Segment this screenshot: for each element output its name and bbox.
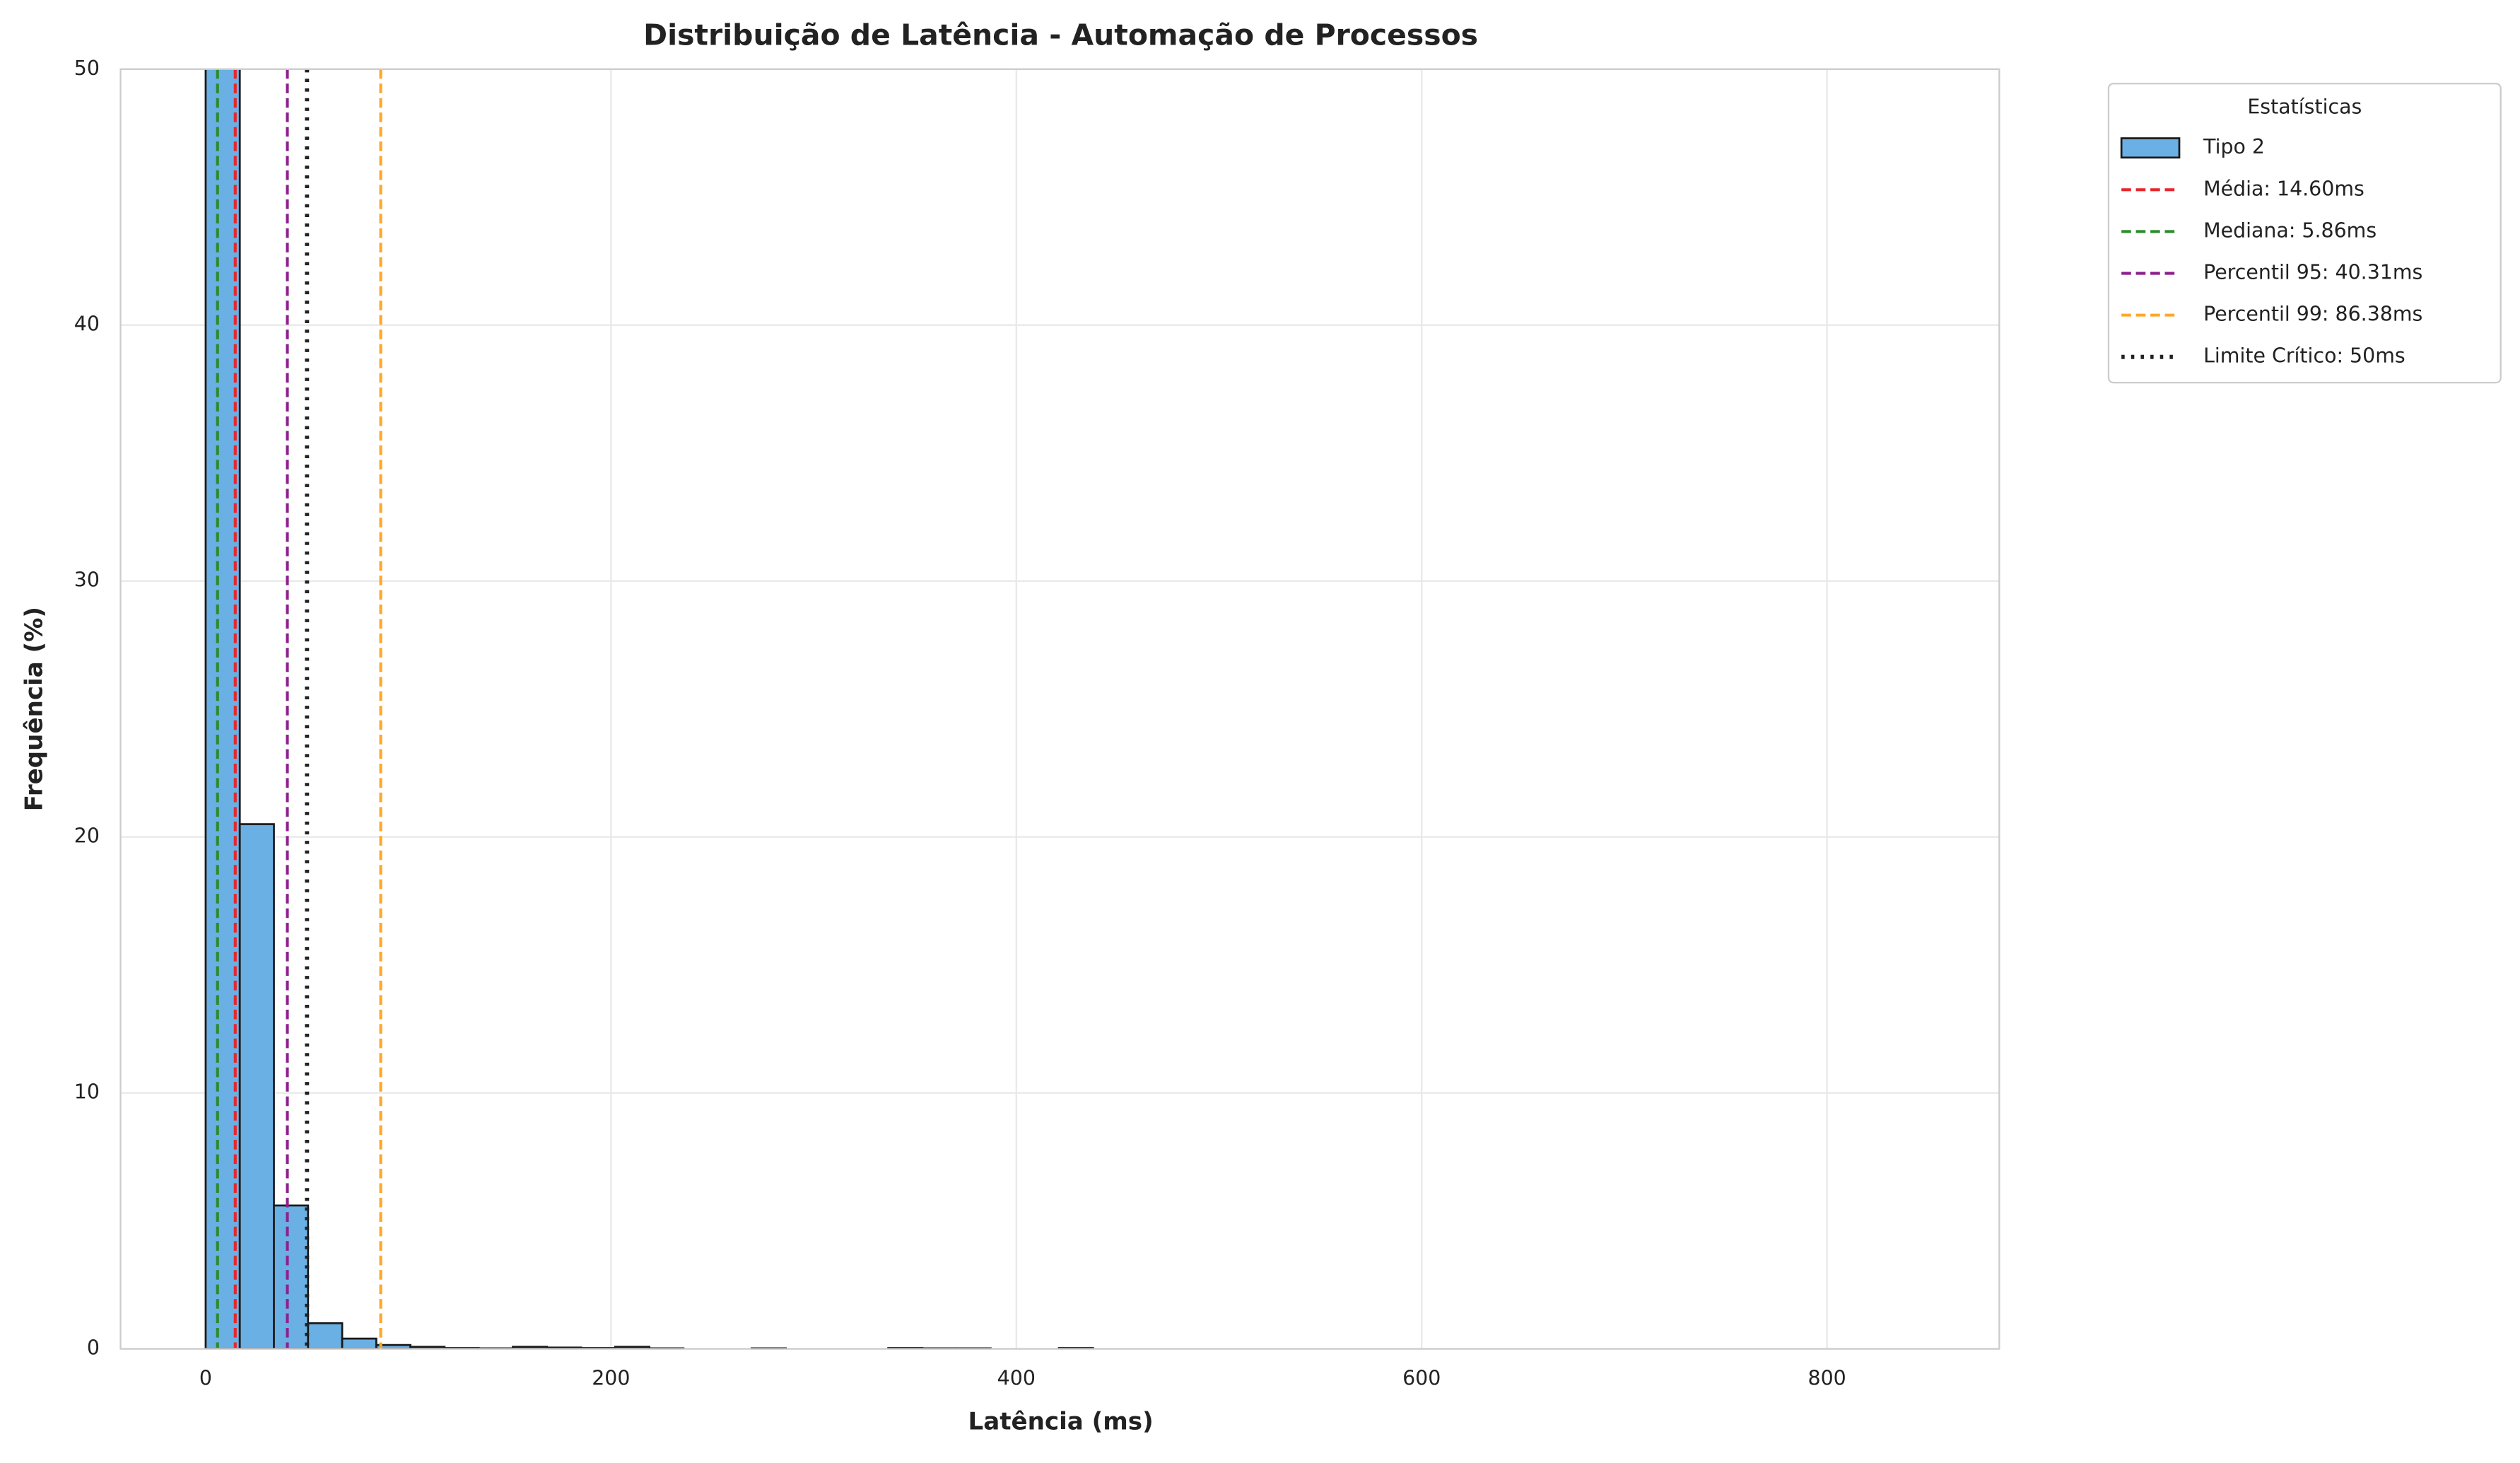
bar — [238, 823, 275, 1349]
y-tick-label: 10 — [74, 1080, 100, 1104]
legend-label: Limite Crítico: 50ms — [2203, 344, 2405, 368]
bar — [273, 1204, 310, 1349]
bars — [204, 69, 1094, 1349]
y-tick-label: 0 — [87, 1336, 100, 1360]
legend-label: Mediana: 5.86ms — [2203, 218, 2377, 242]
legend-label: Percentil 95: 40.31ms — [2203, 261, 2422, 284]
bar — [307, 1322, 344, 1349]
legend-label: Percentil 99: 86.38ms — [2203, 303, 2422, 326]
legend-title: Estatísticas — [2247, 95, 2362, 118]
chart-title: Distribuição de Latência - Automação de … — [643, 18, 1478, 52]
y-axis-label: Frequência (%) — [20, 607, 49, 811]
legend: Estatísticas Tipo 2 Média: 14.60ms Mediana… — [2107, 83, 2502, 384]
x-tick-label: 400 — [997, 1367, 1036, 1390]
reference-lines — [216, 69, 382, 1349]
y-tick-label: 40 — [74, 313, 100, 336]
grid — [120, 68, 2000, 1350]
x-tick-label: 200 — [592, 1367, 630, 1390]
legend-label: Tipo 2 — [2203, 135, 2265, 158]
x-tick-label: 800 — [1808, 1367, 1846, 1390]
legend-label: Média: 14.60ms — [2203, 177, 2364, 200]
plot-frame — [119, 68, 2000, 1350]
x-tick-label: 0 — [199, 1367, 212, 1390]
x-axis-label: Latência (ms) — [968, 1408, 1153, 1436]
y-tick-label: 20 — [74, 824, 100, 848]
y-tick-label: 30 — [74, 569, 100, 592]
x-tick-label: 600 — [1402, 1367, 1441, 1390]
legend-box — [2107, 83, 2502, 384]
legend-swatch — [2120, 137, 2181, 159]
bar — [341, 1337, 377, 1349]
y-tick-label: 50 — [74, 57, 100, 80]
